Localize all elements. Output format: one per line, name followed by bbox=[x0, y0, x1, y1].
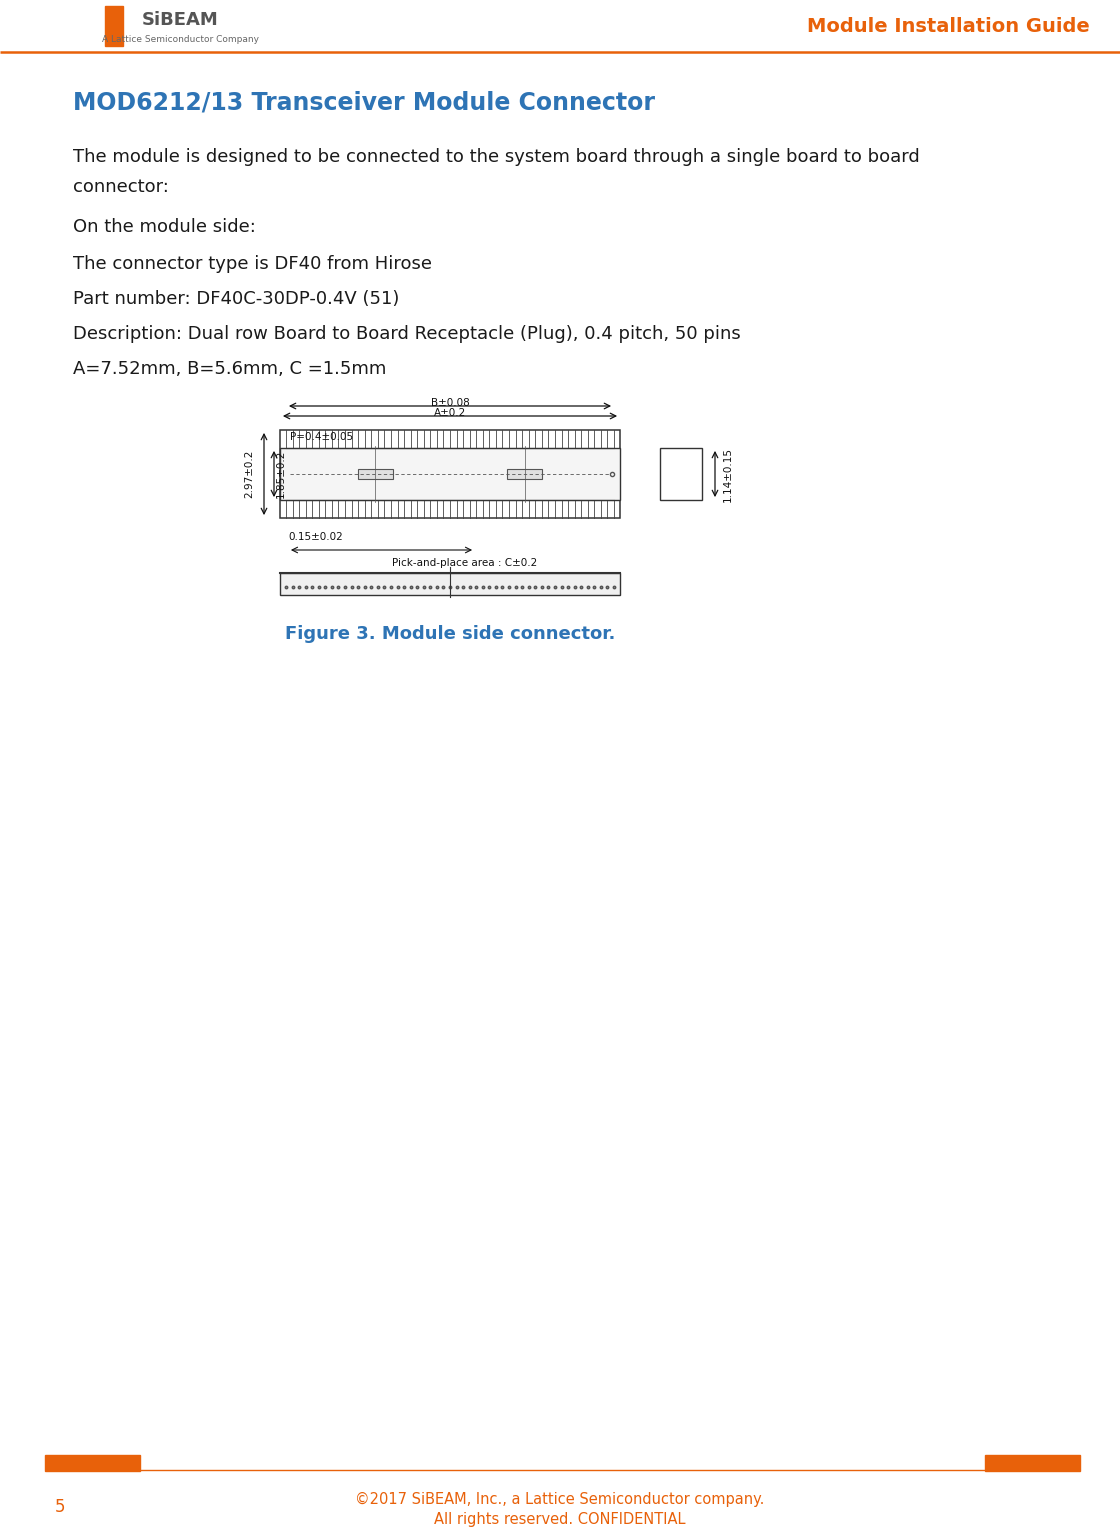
Text: 5: 5 bbox=[55, 1497, 65, 1516]
Bar bbox=[105, 6, 123, 46]
Bar bbox=[357, 469, 393, 478]
Text: Description: Dual row Board to Board Receptacle (Plug), 0.4 pitch, 50 pins: Description: Dual row Board to Board Rec… bbox=[73, 325, 740, 342]
Bar bbox=[45, 1455, 140, 1471]
Text: The module is designed to be connected to the system board through a single boar: The module is designed to be connected t… bbox=[73, 148, 920, 167]
Text: Pick-and-place area : C±0.2: Pick-and-place area : C±0.2 bbox=[392, 558, 536, 568]
Bar bbox=[280, 448, 620, 500]
Bar bbox=[984, 1455, 1080, 1471]
Text: On the module side:: On the module side: bbox=[73, 219, 255, 235]
Text: SiBEAM: SiBEAM bbox=[141, 11, 218, 29]
Bar bbox=[280, 429, 620, 518]
Bar bbox=[280, 573, 620, 594]
Text: ©2017 SiBEAM, Inc., a Lattice Semiconductor company.: ©2017 SiBEAM, Inc., a Lattice Semiconduc… bbox=[355, 1491, 765, 1507]
Text: 0.15±0.02: 0.15±0.02 bbox=[288, 532, 343, 542]
Text: B±0.08: B±0.08 bbox=[430, 397, 469, 408]
Text: P=0.4±0.05: P=0.4±0.05 bbox=[290, 432, 353, 442]
Text: All rights reserved. CONFIDENTIAL: All rights reserved. CONFIDENTIAL bbox=[435, 1513, 685, 1526]
Text: 1.85±0.2: 1.85±0.2 bbox=[276, 449, 286, 498]
Bar bbox=[660, 448, 702, 500]
Text: A±0.2: A±0.2 bbox=[433, 408, 466, 419]
Text: Module Installation Guide: Module Installation Guide bbox=[808, 17, 1090, 35]
Text: connector:: connector: bbox=[73, 177, 169, 196]
Text: The connector type is DF40 from Hirose: The connector type is DF40 from Hirose bbox=[73, 255, 432, 274]
Text: Part number: DF40C-30DP-0.4V (51): Part number: DF40C-30DP-0.4V (51) bbox=[73, 290, 400, 309]
Bar bbox=[507, 469, 542, 478]
Text: Figure 3. Module side connector.: Figure 3. Module side connector. bbox=[284, 625, 615, 643]
Text: MOD6212/13 Transceiver Module Connector: MOD6212/13 Transceiver Module Connector bbox=[73, 90, 655, 115]
Text: 1.14±0.15: 1.14±0.15 bbox=[724, 446, 732, 501]
Text: 2.97±0.2: 2.97±0.2 bbox=[244, 449, 254, 498]
Text: A=7.52mm, B=5.6mm, C =1.5mm: A=7.52mm, B=5.6mm, C =1.5mm bbox=[73, 361, 386, 377]
Text: A Lattice Semiconductor Company: A Lattice Semiconductor Company bbox=[102, 35, 259, 44]
